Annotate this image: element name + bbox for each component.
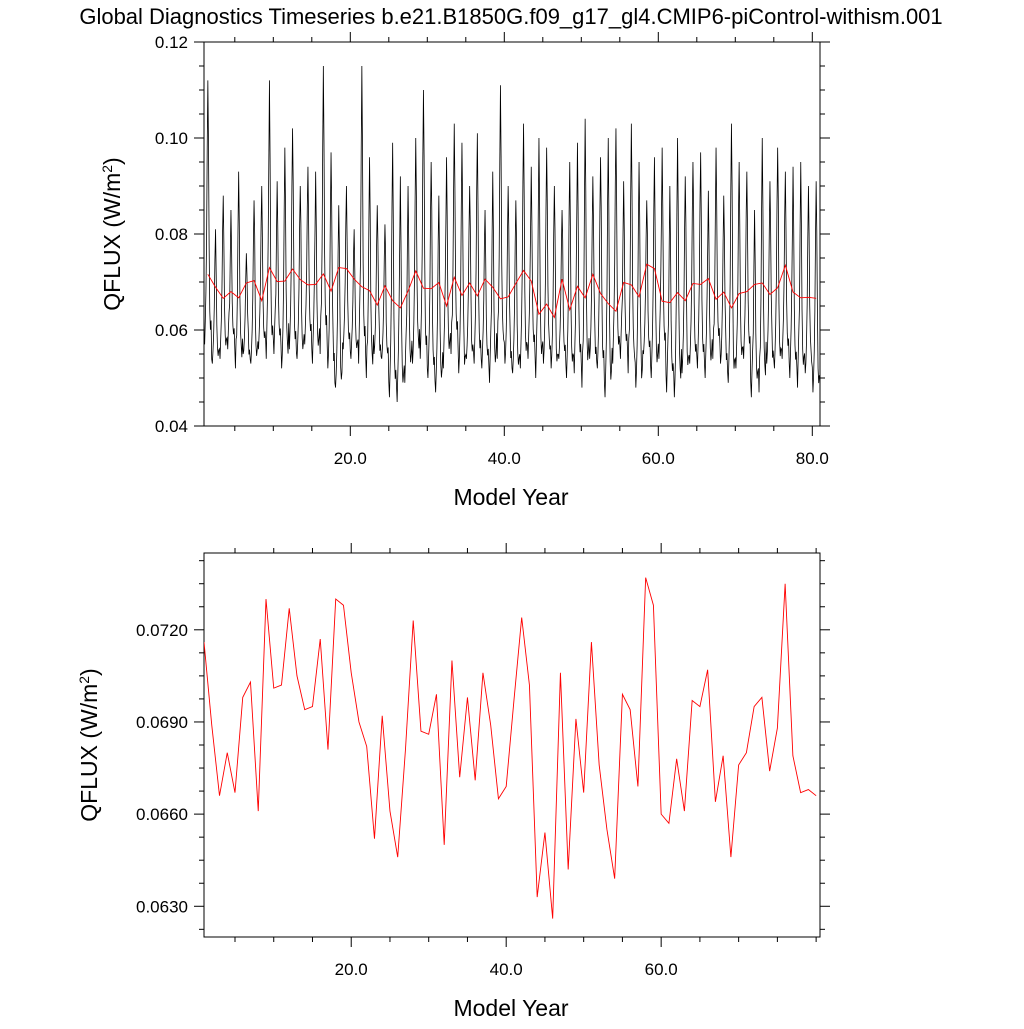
bottom-axes: 20.0 40.0 60.0 0.0630 0.0660 0.0690 0.0720 bbox=[136, 543, 830, 979]
bottom-x-tick-label: 60.0 bbox=[645, 960, 678, 979]
top-y-tick-label: 0.06 bbox=[155, 321, 188, 340]
top-x-tick-label: 60.0 bbox=[642, 449, 675, 468]
top-x-tick-label: 80.0 bbox=[796, 449, 829, 468]
top-panel: 20.0 40.0 60.0 80.0 0.04 0.06 0.08 0.10 0.12 Mod… bbox=[99, 32, 830, 510]
top-y-axis-label: QFLUX (W/m2) bbox=[99, 157, 125, 310]
top-y-tick-label: 0.10 bbox=[155, 129, 188, 148]
top-axes: 20.0 40.0 60.0 80.0 0.04 0.06 0.08 0.10 0.12 bbox=[155, 32, 830, 468]
bottom-y-axis-label: QFLUX (W/m2) bbox=[76, 668, 102, 821]
annual-mean-series-line bbox=[207, 263, 817, 319]
bottom-x-tick-label: 20.0 bbox=[335, 960, 368, 979]
top-y-tick-label: 0.08 bbox=[155, 225, 188, 244]
bottom-x-tick-label: 40.0 bbox=[490, 960, 523, 979]
bottom-plot-area bbox=[204, 577, 817, 919]
bottom-panel: 20.0 40.0 60.0 0.0630 0.0660 0.0690 0.0720 Mod… bbox=[76, 543, 830, 1021]
top-x-axis-label: Model Year bbox=[453, 484, 568, 510]
figure-title: Global Diagnostics Timeseries b.e21.B185… bbox=[79, 4, 942, 29]
top-plot-area bbox=[204, 65, 820, 403]
bottom-y-tick-label: 0.0720 bbox=[136, 621, 188, 640]
monthly-series-line bbox=[204, 65, 820, 403]
top-y-tick-label: 0.04 bbox=[155, 417, 188, 436]
bottom-x-axis-label: Model Year bbox=[453, 995, 568, 1021]
top-y-tick-label: 0.12 bbox=[155, 33, 188, 52]
bottom-y-tick-label: 0.0660 bbox=[136, 805, 188, 824]
annual-mean-series-line bbox=[204, 577, 817, 919]
top-x-tick-label: 40.0 bbox=[488, 449, 521, 468]
bottom-y-tick-label: 0.0630 bbox=[136, 897, 188, 916]
bottom-plot-frame bbox=[203, 552, 821, 938]
bottom-y-tick-label: 0.0690 bbox=[136, 713, 188, 732]
top-x-tick-label: 20.0 bbox=[334, 449, 367, 468]
